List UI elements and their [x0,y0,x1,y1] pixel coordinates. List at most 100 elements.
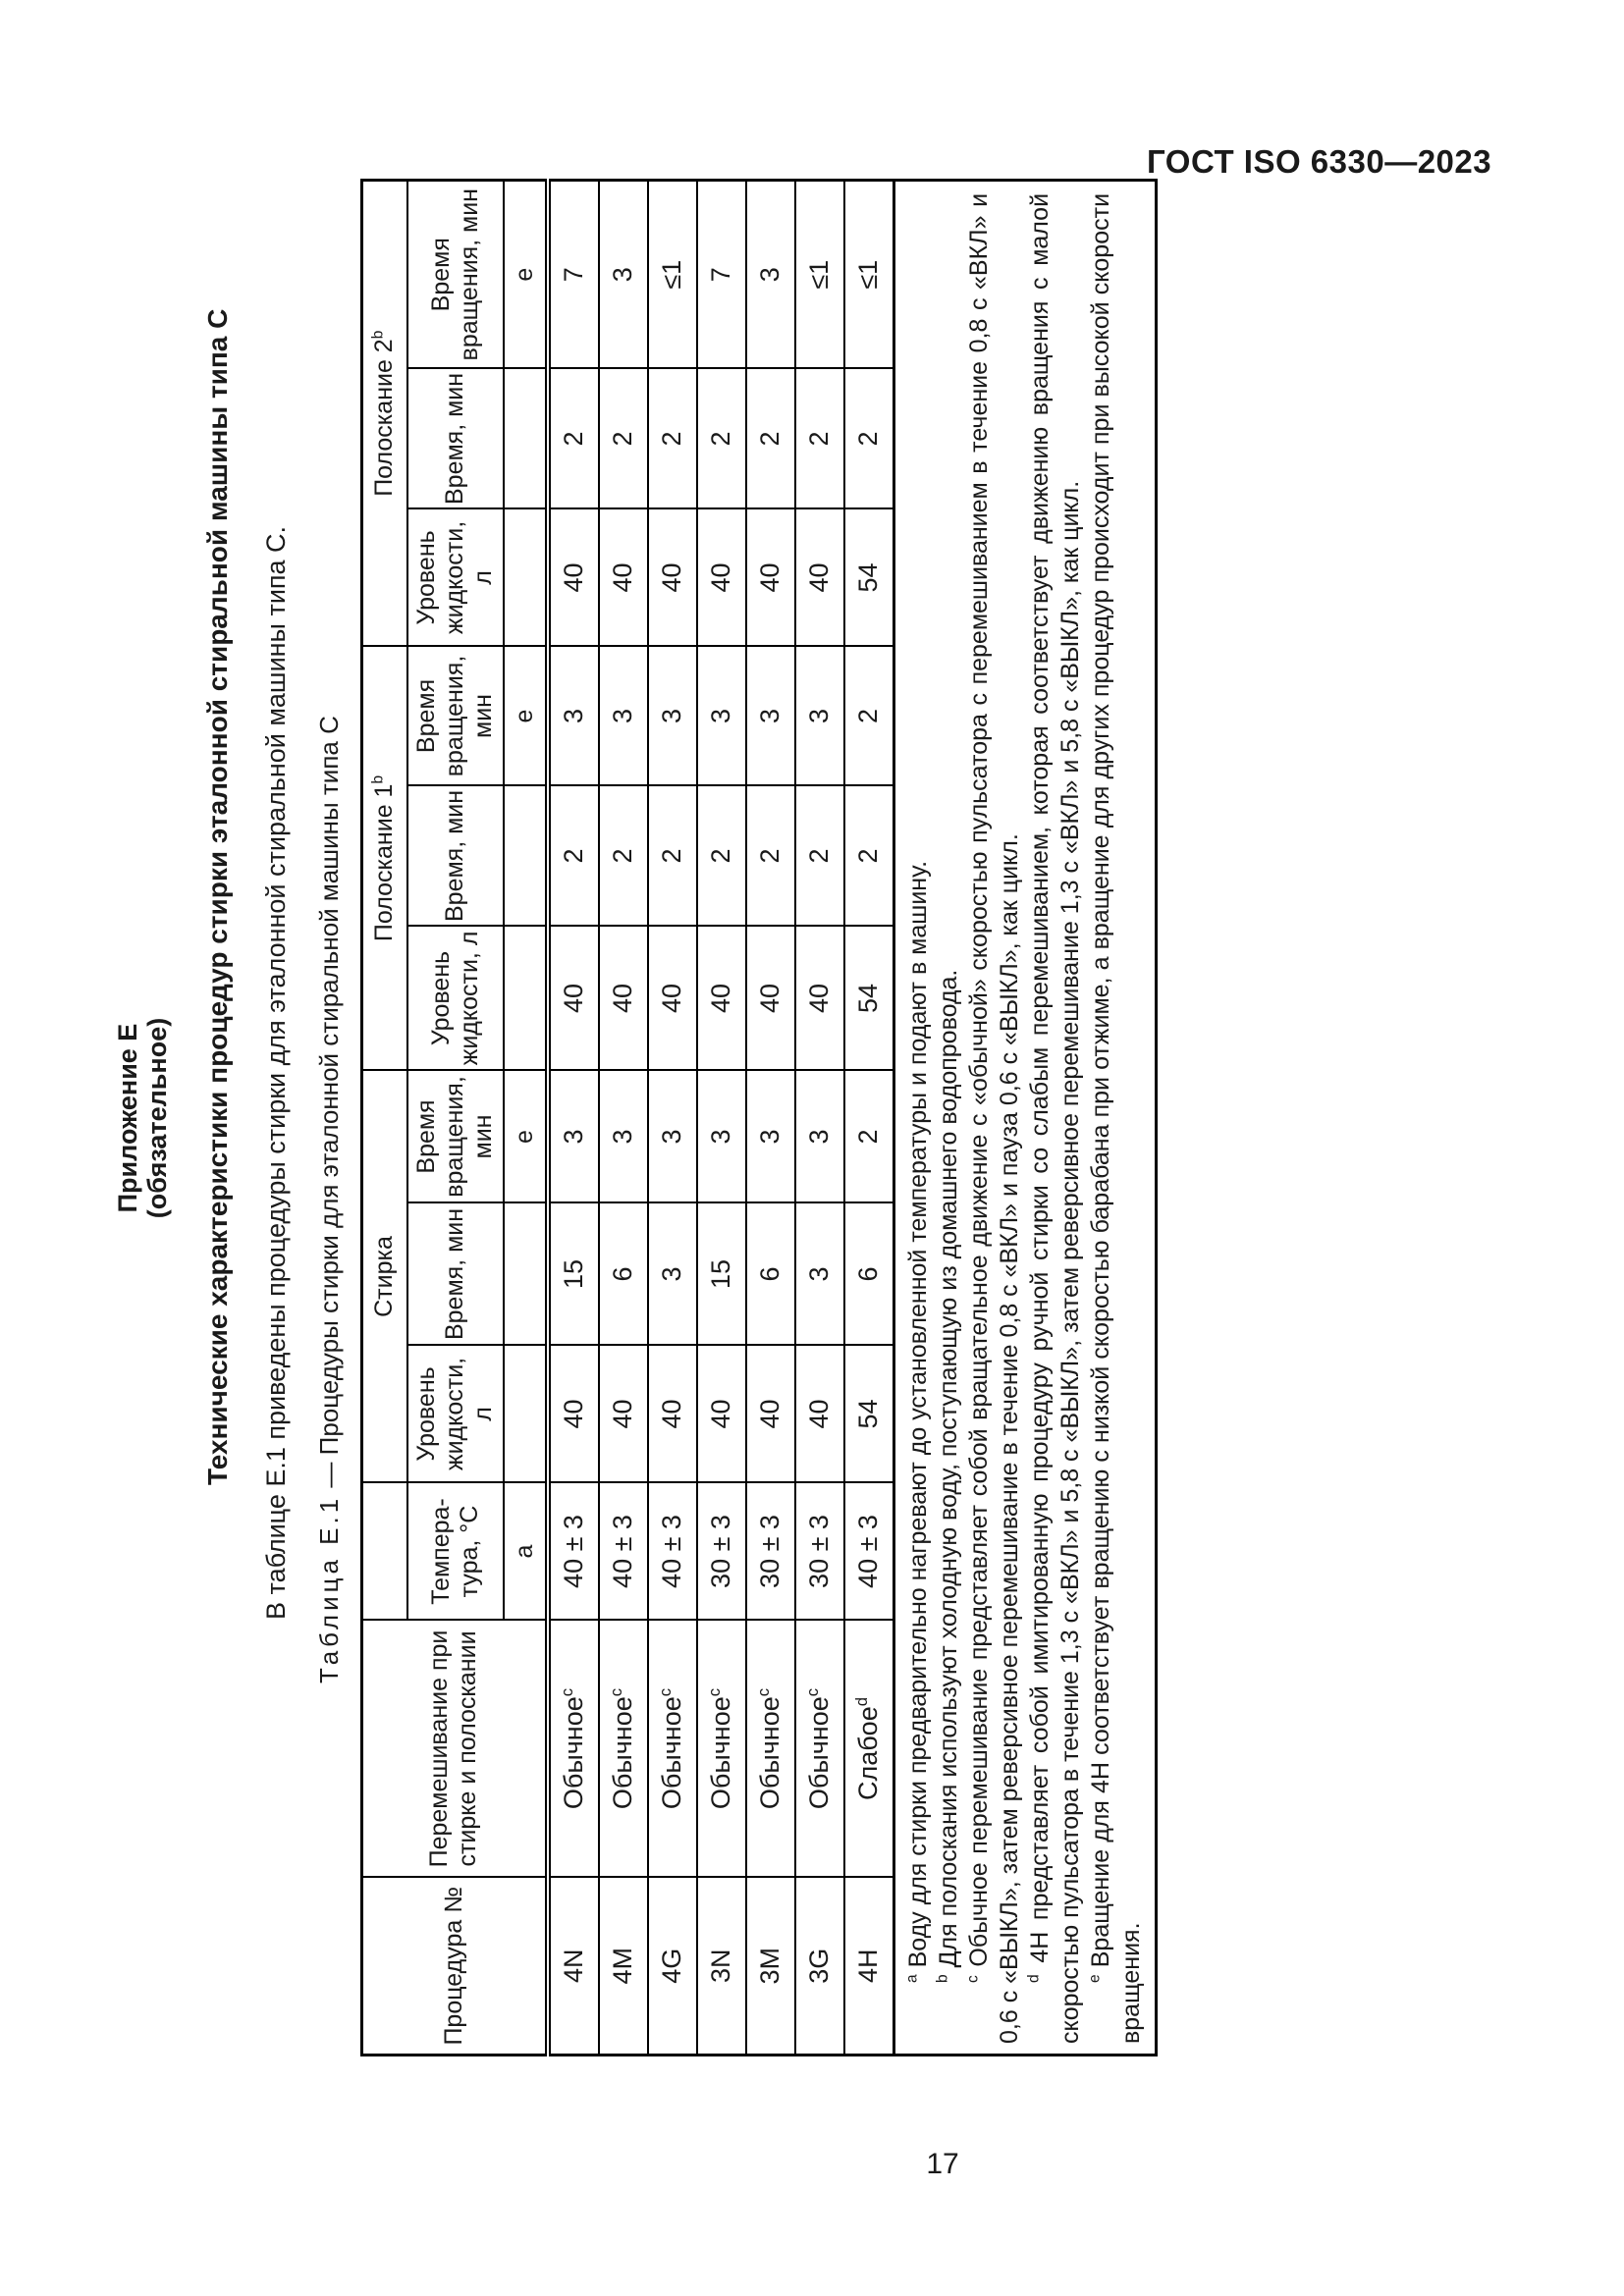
data-cell: 40 [647,508,697,647]
col-header-level: Уровень жидкости, л [406,926,504,1071]
agitation-value: Обычноеc [547,1620,599,1878]
col-header-time: Время, мин [406,368,504,509]
data-cell: 3 [598,1070,648,1203]
data-cell: 6 [745,1202,795,1346]
footnote-letter: b [934,1974,951,1983]
data-cell: 2 [547,368,599,509]
data-cell: 6 [598,1202,648,1346]
data-cell: 2 [843,785,893,927]
data-cell: 40 [794,508,844,647]
procedure-code: 4H [843,1877,893,2056]
table-footnotes: a Воду для стирки предварительно нагрева… [893,180,1156,2056]
col-header-spin: Время вращения, мин [406,1070,504,1203]
footnote-ref: c [656,1687,675,1697]
table-caption-label: Таблица Е.1 [314,1494,344,1683]
footnote-ref: c [705,1687,724,1697]
footnote-ref: b [369,774,387,784]
temperature-value: 40 ± 3 [843,1482,893,1621]
footnote-d: d 4H представляет собой имитированную пр… [1025,192,1084,2044]
marker-spin: е [503,646,548,786]
data-cell: 3 [598,646,648,786]
marker-empty [503,1345,548,1483]
table-row-3G: 3G Обычноеc 30 ± 3 40 3 3 40 2 3 40 2 ≤1 [794,180,844,2056]
intro-sentence: В таблице Е.1 приведены процедуры стирки… [261,525,291,1620]
rotated-content: Приложение Е (обязательное) Технические … [74,157,1158,2056]
temperature-value: 30 ± 3 [794,1482,844,1621]
data-cell: 7 [547,180,599,369]
marker-spin: е [503,1070,548,1203]
data-cell: 3 [745,180,795,369]
procedure-code: 4N [547,1877,599,2056]
data-cell: 40 [598,1345,648,1483]
data-cell: 3 [647,1070,697,1203]
col-header-temperature: Темпера- тура, °С [406,1482,504,1621]
running-header: ГОСТ ISO 6330—2023 [1147,143,1492,180]
data-cell: 2 [794,368,844,509]
agitation-value: Обычноеc [794,1620,844,1878]
marker-empty [503,508,548,647]
data-cell: 2 [598,785,648,927]
table-row-4M: 4M Обычноеc 40 ± 3 40 6 3 40 2 3 40 2 3 [598,180,648,2056]
marker-empty [503,785,548,927]
table-caption-text: — Процедуры стирки для эталонной стираль… [314,716,344,1488]
col-header-time: Время, мин [406,785,504,927]
data-cell: 2 [745,785,795,927]
appendix-obligatory-label: (обязательное) [142,1017,172,1219]
data-cell: 6 [843,1202,893,1346]
table-row-3N: 3N Обычноеc 30 ± 3 40 15 3 40 2 3 40 2 7 [696,180,746,2056]
temperature-value: 30 ± 3 [745,1482,795,1621]
group-header-rinse1: Полоскание 1b [361,646,407,1071]
footnote-ref: c [803,1687,822,1697]
data-cell: 3 [547,1070,599,1203]
footnote-ref: c [754,1687,773,1697]
data-cell: 2 [843,368,893,509]
header-row-groups: Процедура № Перемешивание при стирке и по… [361,180,548,2056]
data-cell: 40 [745,926,795,1071]
footnote-ref: d [852,1696,871,1707]
data-cell: 2 [843,1070,893,1203]
footnote-c: c Обычное перемешивание представляет соб… [964,192,1023,2044]
appendix-title: Технические характеристики процедур стир… [202,308,233,1485]
procedures-table: Процедура № Перемешивание при стирке и по… [360,178,1158,2056]
footnote-ref: b [369,330,387,340]
marker-spin: е [503,180,548,369]
data-cell: 2 [794,785,844,927]
marker-empty [503,926,548,1071]
footnote-letter: e [1086,1974,1104,1983]
data-cell: 3 [794,1070,844,1203]
data-cell: 2 [598,368,648,509]
temperature-value: 40 ± 3 [547,1482,599,1621]
footnote-b: b Для полоскания используют холодную вод… [934,969,962,1983]
agitation-value: Слабоеd [843,1620,893,1878]
temperature-value: 30 ± 3 [696,1482,746,1621]
col-header-procedure: Процедура № [361,1877,548,2056]
data-cell: 7 [696,180,746,369]
footnote-letter: d [1025,1974,1043,1983]
data-cell: 2 [745,368,795,509]
footnote-e: e Вращение для 4H соответствует вращению… [1086,192,1145,2044]
data-cell: 3 [547,646,599,786]
data-cell: 40 [647,1345,697,1483]
table-row-4N: 4N Обычноеc 40 ± 3 40 15 3 40 2 3 40 2 7 [547,180,599,2056]
col-header-level: Уровень жидкости, л [406,508,504,647]
table-body: 4N Обычноеc 40 ± 3 40 15 3 40 2 3 40 2 7 4M Обычноеc 4… [547,180,893,2056]
data-cell: 40 [547,508,599,647]
procedure-code: 3N [696,1877,746,2056]
data-cell: 40 [598,926,648,1071]
marker-temperature: а [503,1482,548,1621]
col-header-spin: Время вращения, мин [406,646,504,786]
table-caption: Таблица Е.1 — Процедуры стирки для этало… [314,716,345,1683]
agitation-value: Обычноеc [745,1620,795,1878]
data-cell: 2 [696,368,746,509]
data-cell: 2 [696,785,746,927]
temperature-value: 40 ± 3 [647,1482,697,1621]
data-cell: 2 [647,785,697,927]
col-header-agitation: Перемешивание при стирке и полоскании [361,1620,548,1878]
data-cell: 40 [547,1345,599,1483]
data-cell: 54 [843,1345,893,1483]
col-header-level: Уровень жидкости, л [406,1345,504,1483]
table-row-3M: 3M Обычноеc 30 ± 3 40 6 3 40 2 3 40 2 3 [745,180,795,2056]
data-cell: 15 [696,1202,746,1346]
table-row-4H: 4H Слабоеd 40 ± 3 54 6 2 54 2 2 54 2 ≤1 [843,180,893,2056]
data-cell: 3 [598,180,648,369]
